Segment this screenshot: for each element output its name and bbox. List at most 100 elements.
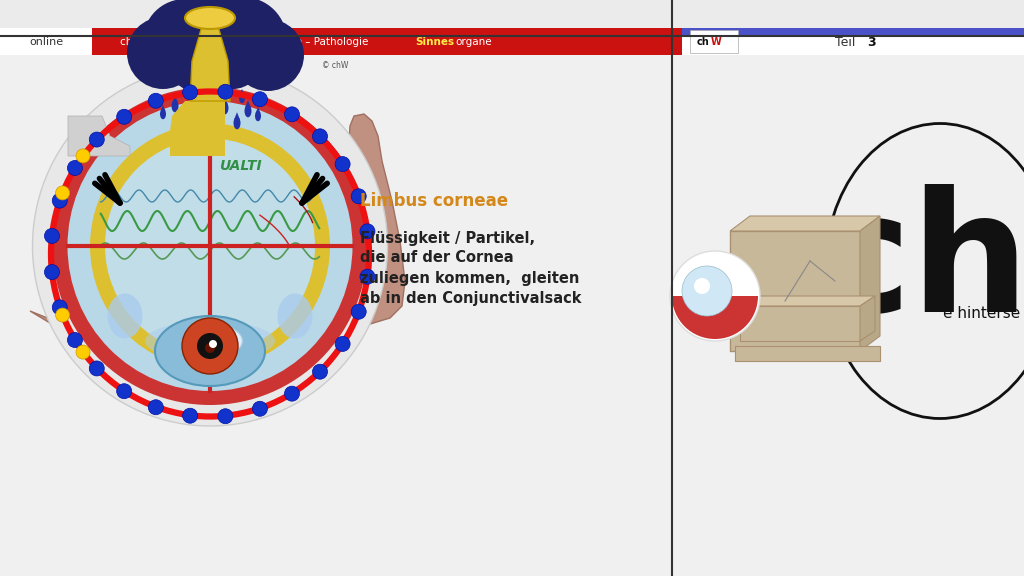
- Polygon shape: [209, 109, 215, 117]
- Circle shape: [312, 129, 328, 144]
- Polygon shape: [860, 216, 880, 351]
- Polygon shape: [172, 95, 178, 103]
- Bar: [0, 55, 672, 576]
- Ellipse shape: [33, 66, 387, 426]
- Text: Teil: Teil: [835, 36, 859, 48]
- Polygon shape: [196, 93, 201, 100]
- Circle shape: [335, 157, 350, 172]
- Polygon shape: [222, 97, 227, 104]
- Bar: [92, 28, 682, 55]
- Text: Limbus corneae: Limbus corneae: [360, 192, 508, 210]
- Polygon shape: [30, 114, 162, 328]
- Text: UALTI: UALTI: [219, 159, 261, 173]
- Circle shape: [197, 333, 223, 359]
- Bar: [740, 306, 860, 341]
- Polygon shape: [295, 114, 406, 328]
- Polygon shape: [216, 87, 220, 93]
- Circle shape: [694, 278, 710, 294]
- Ellipse shape: [68, 101, 352, 391]
- Polygon shape: [234, 112, 240, 119]
- Polygon shape: [256, 107, 260, 113]
- Circle shape: [163, 0, 263, 93]
- Circle shape: [117, 384, 132, 399]
- Ellipse shape: [160, 109, 166, 119]
- Circle shape: [209, 340, 217, 348]
- Text: ch: ch: [813, 184, 1024, 347]
- Ellipse shape: [255, 111, 261, 122]
- Circle shape: [218, 409, 232, 424]
- Ellipse shape: [187, 325, 243, 357]
- Circle shape: [285, 107, 299, 122]
- Bar: [730, 231, 860, 351]
- Circle shape: [335, 336, 350, 351]
- Polygon shape: [182, 110, 187, 118]
- Circle shape: [351, 304, 367, 319]
- Bar: [153, 61, 273, 83]
- Text: ch  APP: ch APP: [120, 37, 159, 47]
- Polygon shape: [860, 296, 874, 341]
- Circle shape: [205, 33, 261, 89]
- Circle shape: [55, 308, 70, 322]
- Ellipse shape: [221, 102, 228, 114]
- Circle shape: [44, 229, 59, 244]
- Ellipse shape: [215, 91, 221, 101]
- Wedge shape: [672, 296, 758, 339]
- Ellipse shape: [181, 115, 188, 127]
- Bar: [0, 0, 1024, 36]
- Circle shape: [682, 266, 732, 316]
- Polygon shape: [170, 101, 195, 156]
- Ellipse shape: [145, 321, 275, 361]
- Circle shape: [52, 193, 68, 208]
- Text: W: W: [711, 37, 722, 47]
- Circle shape: [117, 109, 132, 124]
- Circle shape: [76, 149, 90, 163]
- Polygon shape: [190, 84, 196, 90]
- Text: zuliegen kommen,  gleiten: zuliegen kommen, gleiten: [360, 271, 580, 286]
- Circle shape: [360, 269, 375, 284]
- Ellipse shape: [189, 88, 197, 98]
- Circle shape: [285, 386, 299, 401]
- Circle shape: [68, 161, 83, 176]
- Circle shape: [52, 300, 68, 315]
- Circle shape: [44, 264, 59, 279]
- Ellipse shape: [278, 294, 312, 339]
- Ellipse shape: [233, 117, 241, 129]
- Text: nie – Physiologie – Pathologie: nie – Physiologie – Pathologie: [215, 37, 372, 47]
- Circle shape: [143, 0, 227, 83]
- Polygon shape: [740, 296, 874, 306]
- Circle shape: [670, 251, 760, 341]
- Ellipse shape: [155, 316, 265, 386]
- Ellipse shape: [108, 294, 142, 339]
- Bar: [195, 101, 225, 156]
- Text: Flüssigkeit / Partikel,: Flüssigkeit / Partikel,: [360, 230, 536, 245]
- Text: die auf der Cornea: die auf der Cornea: [360, 251, 514, 266]
- Text: Sinnes: Sinnes: [415, 37, 454, 47]
- Circle shape: [182, 85, 198, 100]
- Bar: [690, 30, 738, 53]
- Circle shape: [351, 189, 367, 204]
- Polygon shape: [240, 89, 245, 95]
- Ellipse shape: [90, 123, 330, 369]
- Circle shape: [232, 19, 304, 91]
- Circle shape: [199, 0, 287, 85]
- Text: 3: 3: [867, 36, 876, 48]
- Circle shape: [148, 400, 163, 415]
- Ellipse shape: [105, 138, 315, 354]
- Circle shape: [55, 186, 70, 200]
- Ellipse shape: [208, 114, 216, 128]
- Ellipse shape: [52, 87, 368, 405]
- Polygon shape: [161, 105, 166, 111]
- Circle shape: [169, 39, 221, 91]
- Circle shape: [68, 332, 83, 347]
- Text: © chW: © chW: [322, 62, 348, 70]
- Circle shape: [205, 343, 215, 353]
- Polygon shape: [245, 100, 251, 107]
- Circle shape: [360, 224, 375, 239]
- Text: ch: ch: [697, 37, 710, 47]
- Circle shape: [182, 408, 198, 423]
- Circle shape: [76, 345, 90, 359]
- Ellipse shape: [171, 100, 178, 112]
- Ellipse shape: [239, 93, 245, 103]
- Circle shape: [252, 401, 267, 416]
- Bar: [0, 28, 672, 36]
